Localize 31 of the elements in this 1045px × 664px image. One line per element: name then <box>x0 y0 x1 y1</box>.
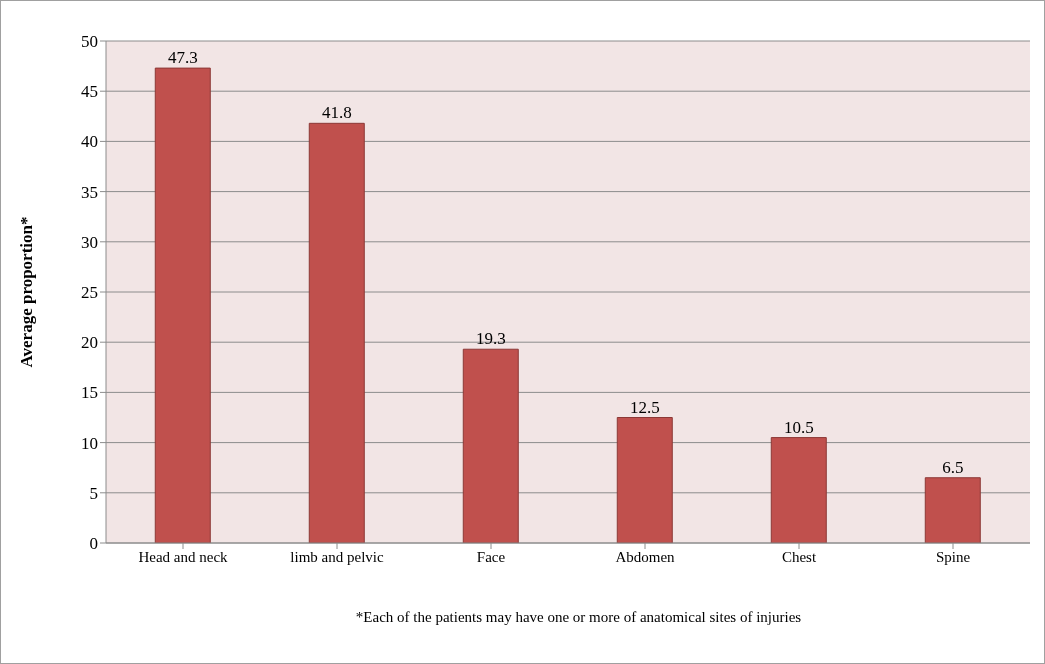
x-tick-label: Face <box>476 548 506 565</box>
bar <box>154 67 211 543</box>
bar <box>924 477 981 543</box>
data-label: 10.5 <box>783 417 814 437</box>
data-label: 19.3 <box>475 329 506 349</box>
bar <box>616 417 673 543</box>
y-tick-label: 50 <box>81 32 98 52</box>
y-tick-label: 30 <box>81 232 98 252</box>
data-label: 12.5 <box>629 397 660 417</box>
y-tick-label: 0 <box>89 534 98 554</box>
data-label: 41.8 <box>321 103 352 123</box>
y-tick-label: 15 <box>81 383 98 403</box>
y-axis-title: Average proportion* <box>17 216 37 368</box>
y-tick-label: 25 <box>81 283 98 303</box>
x-tick-label: Head and neck <box>138 548 229 565</box>
bar <box>770 437 827 543</box>
text: *Each of the patients may have one or more of anatomical sites of injuries <box>354 609 803 626</box>
x-tick-label: Chest <box>781 548 817 565</box>
data-label: 6.5 <box>942 457 964 477</box>
x-tick-label: Spine <box>935 548 971 565</box>
y-tick-label: 5 <box>89 483 98 503</box>
y-tick-label: 20 <box>81 333 98 353</box>
bar <box>462 348 519 543</box>
data-label: 47.3 <box>167 48 198 68</box>
x-tick-label: Abdomen <box>615 548 676 565</box>
y-tick-label: 10 <box>81 433 98 453</box>
bar <box>308 122 365 543</box>
y-tick-label: 40 <box>81 132 98 152</box>
y-tick-label: 35 <box>81 182 98 202</box>
y-tick-label: 45 <box>81 82 98 102</box>
x-tick-label: limb and pelvic <box>290 548 384 565</box>
